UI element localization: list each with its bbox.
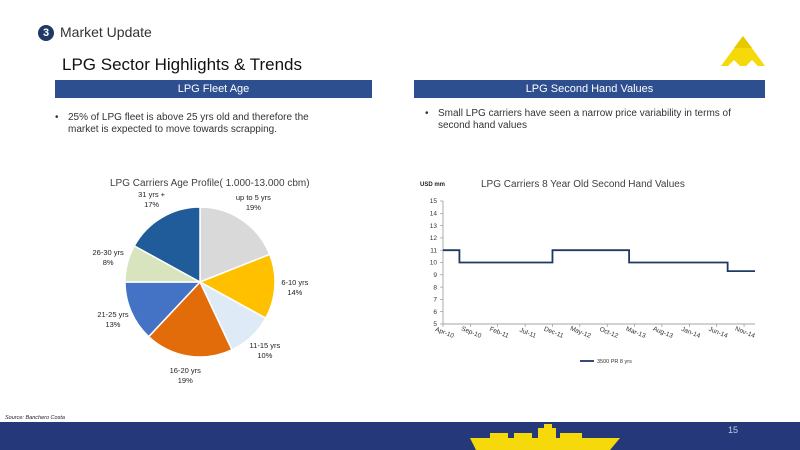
footer-bar (0, 422, 800, 450)
pie-slice-31-yrs- (133, 206, 201, 284)
x-tick-label: Apr-10 (434, 326, 455, 340)
pie-label-value: 10% (257, 351, 273, 361)
second-hand-values-header: LPG Second Hand Values (414, 80, 765, 98)
pie-label: 16-20 yrs 19% (170, 366, 201, 386)
pie-label: up to 5 yrs 19% (236, 193, 271, 213)
pie-label-value: 19% (245, 203, 261, 213)
pie-label-category: 21-25 yrs (97, 309, 129, 319)
ship-silhouette-icon (470, 424, 620, 450)
pie-label-value: 14% (287, 287, 303, 297)
x-tick-label: Nov-14 (734, 326, 756, 340)
pie-label-category: up to 5 yrs (235, 193, 271, 203)
pie-label-value: 8% (102, 258, 114, 268)
y-tick-label: 13 (430, 223, 438, 230)
y-tick-label: 9 (433, 272, 437, 279)
source-note: Source: Banchero Costa (5, 415, 65, 421)
pie-chart-title: LPG Carriers Age Profile( 1.000-13.000 c… (110, 178, 310, 189)
y-tick-label: 10 (430, 260, 438, 267)
pie-label: 26-30 yrs 8% (92, 248, 123, 268)
fleet-age-header: LPG Fleet Age (55, 80, 372, 98)
line-chart-title: LPG Carriers 8 Year Old Second Hand Valu… (481, 179, 685, 190)
slide-title: LPG Sector Highlights & Trends (62, 55, 303, 74)
pie-label: 6-10 yrs 14% (281, 278, 308, 298)
x-tick-label: Aug-13 (652, 326, 674, 340)
legend-label: 3500 PR 8 yrs (597, 359, 632, 365)
x-tick-label: Mar-13 (625, 326, 647, 340)
y-tick-label: 15 (430, 198, 438, 205)
pie-slice-16-20-yrs (147, 280, 233, 358)
second-hand-values-bullet: Small LPG carriers have seen a narrow pr… (425, 108, 738, 132)
x-tick-label: Feb-11 (488, 326, 510, 340)
second-hand-values-line-chart: 5 6 7 8 9 10 11 12 13 14 15 Apr-10 Sep-10 Feb-11 Jul-1… (430, 198, 757, 365)
page-number: 15 (728, 425, 739, 435)
x-tick-label: Jul-11 (518, 327, 537, 340)
section-number-badge: 3 (38, 25, 54, 41)
y-tick-label: 14 (430, 211, 438, 218)
pie-label-category: 16-20 yrs (169, 365, 201, 375)
y-tick-label: 8 (433, 284, 437, 291)
pie-label-value: 13% (105, 319, 121, 329)
y-tick-label: 7 (433, 297, 437, 304)
y-axis-unit-label: USD mm (420, 182, 446, 188)
y-tick-label: 6 (433, 309, 437, 316)
pie-label-value: 17% (144, 200, 160, 210)
pie-label: 21-25 yrs 13% (97, 310, 128, 330)
pie-slice-6-10-yrs (198, 253, 276, 320)
fleet-age-bullet: 25% of LPG fleet is above 25 yrs old and… (55, 112, 338, 136)
pie-label-category: 6-10 yrs (281, 277, 309, 287)
x-tick-label: Jan-14 (680, 326, 701, 340)
pie-label-category: 11-15 yrs (249, 341, 281, 351)
x-tick-label: Oct-12 (598, 326, 619, 340)
x-tick-label: Jun-14 (708, 326, 729, 340)
y-tick-label: 11 (430, 247, 437, 254)
x-tick-label: May-12 (569, 325, 592, 340)
y-tick-label: 12 (430, 235, 438, 242)
pie-label-value: 19% (177, 375, 193, 385)
x-tick-label: Dec-11 (543, 326, 565, 340)
pie-label-category: 31 yrs + (138, 190, 166, 200)
pie-slice-21-25-yrs (124, 281, 202, 338)
pie-label: 31 yrs +17% (138, 190, 165, 210)
section-name: Market Update (60, 24, 152, 40)
pie-label: 11-15 yrs 10% (250, 341, 281, 361)
company-logo-icon (721, 36, 765, 66)
age-profile-pie-chart (124, 206, 276, 358)
pie-slice-up-to-5-yrs (199, 206, 271, 284)
x-tick-label: Sep-10 (460, 326, 482, 340)
series-line-3500-pr-8-yrs (443, 249, 755, 273)
pie-label-category: 26-30 yrs (92, 248, 124, 258)
y-tick-label: 5 (433, 321, 437, 328)
